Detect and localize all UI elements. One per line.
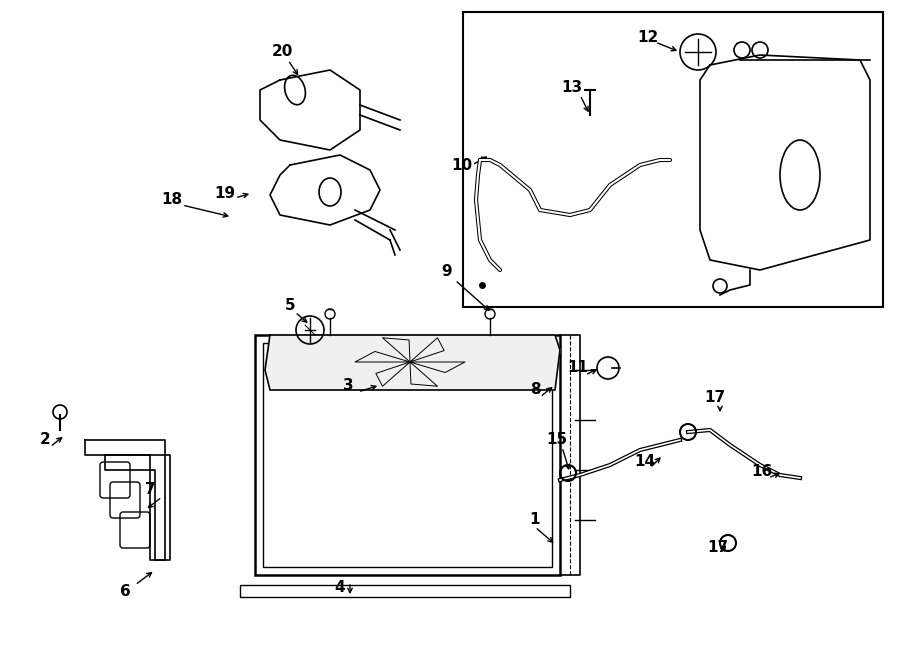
Text: 19: 19 [214, 186, 236, 200]
Text: 7: 7 [145, 483, 156, 498]
Text: 8: 8 [530, 383, 540, 397]
Text: 17: 17 [705, 391, 725, 405]
Bar [255, 335, 560, 575]
Bar [263, 343, 552, 567]
Text: 1: 1 [530, 512, 540, 527]
Bar [463, 12, 883, 307]
Text: 10: 10 [452, 157, 472, 173]
Text: 6: 6 [120, 584, 130, 600]
Text: 5: 5 [284, 297, 295, 313]
Text: 14: 14 [634, 455, 655, 469]
Text: 20: 20 [271, 44, 292, 59]
Text: 17: 17 [707, 541, 729, 555]
Text: 9: 9 [442, 264, 453, 280]
Text: 11: 11 [568, 360, 589, 375]
Text: 3: 3 [343, 377, 354, 393]
Bar [240, 585, 570, 597]
Text: 12: 12 [637, 30, 659, 46]
Text: 13: 13 [562, 81, 582, 95]
Polygon shape [265, 335, 560, 390]
Text: 18: 18 [161, 192, 183, 208]
Text: 16: 16 [752, 465, 772, 479]
Text: 15: 15 [546, 432, 568, 447]
Text: 2: 2 [40, 432, 50, 447]
Text: 4: 4 [335, 580, 346, 596]
